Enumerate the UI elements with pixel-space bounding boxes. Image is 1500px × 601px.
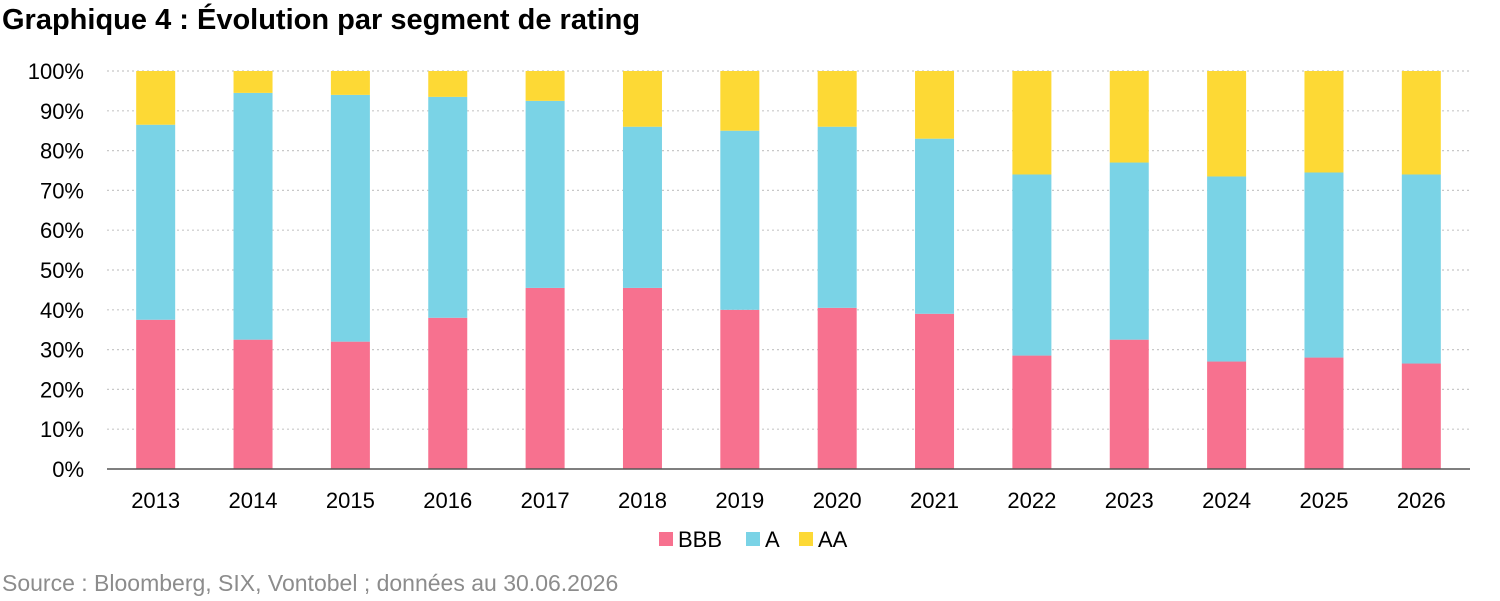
bar-bbb-2014: [233, 339, 273, 469]
bar-aa-2019: [720, 71, 760, 131]
bar-bbb-2024: [1207, 361, 1247, 469]
y-tick-label: 10%: [40, 417, 84, 442]
legend-swatch-aa: [799, 532, 813, 546]
bar-bbb-2025: [1304, 357, 1344, 469]
legend-label-aa: AA: [818, 527, 848, 552]
x-tick-label: 2018: [618, 488, 667, 513]
x-axis: 2013 2014 2015 2016 2017 2018 2019 2020 2021 2022…: [131, 488, 1446, 513]
legend: BBB A AA: [659, 527, 848, 552]
source-note: Source : Bloomberg, SIX, Vontobel ; donn…: [2, 570, 619, 596]
bar-aa-2021: [915, 71, 955, 139]
y-tick-label: 60%: [40, 218, 84, 243]
bar-aa-2016: [428, 71, 468, 97]
bar-bbb-2017: [525, 287, 565, 469]
bar-a-2023: [1109, 162, 1149, 340]
y-axis: 0% 10% 20% 30% 40% 50% 60% 70% 80% 90% 100%: [28, 59, 84, 482]
chart-title: Graphique 4 : Évolution par segment de r…: [2, 4, 641, 36]
gridlines: [107, 70, 1470, 430]
bar-aa-2023: [1109, 71, 1149, 163]
bar-aa-2025: [1304, 71, 1344, 173]
bar-bbb-2016: [428, 317, 468, 469]
bar-aa-2024: [1207, 71, 1247, 177]
bar-bbb-2021: [915, 313, 955, 469]
x-tick-label: 2014: [229, 488, 278, 513]
legend-swatch-bbb: [659, 532, 673, 546]
bar-a-2021: [915, 138, 955, 314]
x-tick-label: 2017: [521, 488, 570, 513]
bar-a-2020: [817, 126, 857, 308]
x-tick-label: 2015: [326, 488, 375, 513]
bar-bbb-2026: [1401, 363, 1441, 469]
bar-a-2026: [1401, 174, 1441, 364]
x-tick-label: 2013: [131, 488, 180, 513]
bar-bbb-2023: [1109, 339, 1149, 469]
bar-aa-2018: [622, 71, 662, 127]
bar-aa-2026: [1401, 71, 1441, 175]
y-tick-label: 50%: [40, 258, 84, 283]
x-tick-label: 2019: [715, 488, 764, 513]
x-tick-label: 2021: [910, 488, 959, 513]
bar-aa-2022: [1012, 71, 1052, 175]
bar-a-2025: [1304, 172, 1344, 358]
bar-a-2017: [525, 100, 565, 288]
bar-bbb-2019: [720, 309, 760, 469]
y-tick-label: 20%: [40, 377, 84, 402]
x-tick-label: 2016: [423, 488, 472, 513]
y-tick-label: 30%: [40, 338, 84, 363]
bar-aa-2015: [330, 71, 370, 95]
bar-a-2016: [428, 96, 468, 318]
bar-aa-2013: [136, 71, 176, 125]
bars: [136, 71, 1441, 469]
x-tick-label: 2022: [1007, 488, 1056, 513]
bar-bbb-2020: [817, 307, 857, 469]
x-tick-label: 2020: [813, 488, 862, 513]
x-tick-label: 2024: [1202, 488, 1251, 513]
x-tick-label: 2026: [1397, 488, 1446, 513]
legend-label-a: A: [765, 527, 780, 552]
bar-a-2018: [622, 126, 662, 288]
y-tick-label: 80%: [40, 139, 84, 164]
bar-bbb-2015: [330, 341, 370, 469]
bar-aa-2014: [233, 71, 273, 93]
bar-aa-2017: [525, 71, 565, 101]
bar-bbb-2022: [1012, 355, 1052, 469]
legend-label-bbb: BBB: [678, 527, 722, 552]
bar-a-2015: [330, 94, 370, 342]
y-tick-label: 90%: [40, 99, 84, 124]
bar-a-2019: [720, 130, 760, 310]
bar-a-2013: [136, 124, 176, 320]
x-tick-label: 2025: [1299, 488, 1348, 513]
bar-aa-2020: [817, 71, 857, 127]
x-tick-label: 2023: [1105, 488, 1154, 513]
bar-a-2014: [233, 92, 273, 340]
y-tick-label: 0%: [52, 457, 84, 482]
legend-swatch-a: [746, 532, 760, 546]
bar-bbb-2018: [622, 287, 662, 469]
bar-a-2024: [1207, 176, 1247, 362]
bar-a-2022: [1012, 174, 1052, 356]
y-tick-label: 70%: [40, 178, 84, 203]
bar-bbb-2013: [136, 319, 176, 469]
y-tick-label: 40%: [40, 298, 84, 323]
y-tick-label: 100%: [28, 59, 84, 84]
